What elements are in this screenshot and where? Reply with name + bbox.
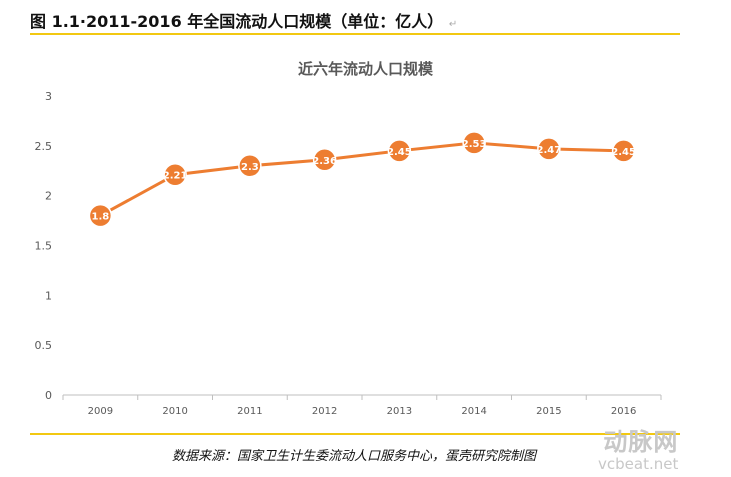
data-label: 2.21 bbox=[163, 171, 188, 182]
watermark: 动脉网 vcbeat.net bbox=[598, 428, 678, 473]
watermark-domain: vcbeat.net bbox=[598, 455, 679, 473]
data-point bbox=[537, 137, 561, 161]
x-tick-label: 2010 bbox=[162, 406, 187, 417]
x-tick-label: 2015 bbox=[536, 406, 561, 417]
data-label: 2.45 bbox=[387, 147, 412, 158]
y-tick-label: 0.5 bbox=[35, 339, 53, 352]
data-point bbox=[163, 162, 187, 187]
x-tick-label: 2013 bbox=[387, 406, 412, 417]
data-label: 2.3 bbox=[241, 162, 259, 173]
paragraph-mark-icon: ↵ bbox=[448, 19, 458, 30]
data-label: 2.53 bbox=[462, 139, 487, 150]
data-point bbox=[387, 139, 412, 163]
top-rule bbox=[30, 33, 680, 35]
series-line bbox=[99, 141, 624, 217]
y-tick-label: 3 bbox=[45, 90, 52, 103]
watermark-logo: 动脉网 bbox=[603, 428, 679, 456]
caption-text: 图 1.1·2011-2016 年全国流动人口规模（单位：亿人） bbox=[30, 12, 444, 31]
data-point bbox=[312, 148, 337, 172]
bottom-rule bbox=[30, 433, 680, 435]
chart-title: 近六年流动人口规模 bbox=[298, 60, 434, 78]
data-point bbox=[611, 139, 636, 163]
x-tick-label: 2009 bbox=[88, 406, 113, 417]
data-label: 2.36 bbox=[312, 156, 337, 167]
figure-caption: 图 1.1·2011-2016 年全国流动人口规模（单位：亿人） ↵ bbox=[30, 8, 457, 32]
data-label: 2.45 bbox=[611, 147, 636, 158]
data-point bbox=[462, 131, 486, 155]
y-tick-label: 2.5 bbox=[35, 140, 53, 153]
y-tick-label: 0 bbox=[45, 389, 52, 402]
x-tick-label: 2014 bbox=[461, 406, 486, 417]
y-tick-label: 1.5 bbox=[35, 240, 53, 253]
y-tick-label: 1 bbox=[45, 289, 52, 302]
data-label: 1.8 bbox=[92, 212, 110, 223]
x-tick-label: 2011 bbox=[237, 406, 262, 417]
data-point bbox=[238, 154, 262, 178]
x-tick-label: 2016 bbox=[611, 406, 636, 417]
data-label: 2.47 bbox=[537, 145, 562, 156]
data-point bbox=[88, 203, 113, 228]
source-note: 数据来源：国家卫生计生委流动人口服务中心，蛋壳研究院制图 bbox=[172, 449, 537, 464]
y-tick-label: 2 bbox=[45, 190, 52, 203]
x-tick-label: 2012 bbox=[312, 406, 337, 417]
